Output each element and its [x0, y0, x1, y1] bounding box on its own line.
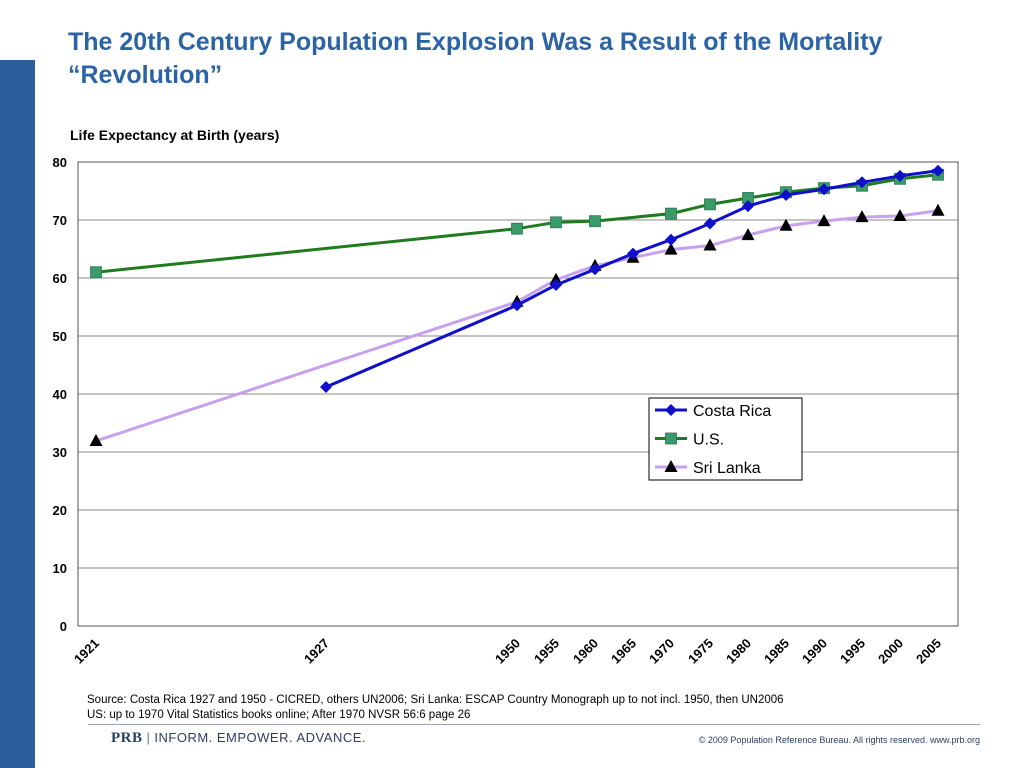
- data-point-costa-rica: [742, 200, 754, 213]
- x-tick-label: 1960: [570, 636, 601, 667]
- plot-area: [77, 161, 959, 627]
- data-point-costa-rica: [818, 183, 830, 196]
- legend-marker-costa-rica: [665, 404, 677, 416]
- y-tick-label: 30: [53, 445, 67, 460]
- y-tick-label: 50: [53, 329, 67, 344]
- data-point-costa-rica: [589, 263, 601, 276]
- data-point-costa-rica: [932, 164, 944, 177]
- slide-title: The 20th Century Population Explosion Wa…: [68, 28, 883, 89]
- data-point-u-s: [665, 207, 677, 220]
- data-point-costa-rica: [550, 278, 562, 291]
- copyright-notice[interactable]: © 2009 Population Reference Bureau. All …: [698, 735, 980, 745]
- data-point-costa-rica: [511, 299, 523, 312]
- series-line-sri-lanka: [95, 209, 939, 443]
- data-point-sri-lanka: [89, 433, 103, 446]
- data-point-u-s: [511, 222, 523, 235]
- x-tick-label: 1975: [685, 636, 716, 667]
- footer-branding: PRB | INFORM. EMPOWER. ADVANCE.: [111, 730, 366, 747]
- data-point-costa-rica: [856, 176, 868, 189]
- data-point-u-s: [550, 216, 562, 229]
- series-line-costa-rica: [325, 169, 939, 389]
- x-tick-label: 1985: [761, 636, 792, 667]
- x-tick-label: 1927: [301, 636, 332, 667]
- y-tick-label: 80: [53, 155, 67, 170]
- legend-marker-u-s: [665, 432, 677, 445]
- prb-logo: PRB: [111, 730, 143, 746]
- data-point-sri-lanka: [817, 214, 831, 227]
- data-point-sri-lanka: [779, 218, 793, 231]
- y-tick-label: 60: [53, 271, 67, 286]
- x-tick-label: 1955: [531, 636, 562, 667]
- side-accent-bar: [0, 60, 35, 768]
- data-point-sri-lanka: [741, 228, 755, 241]
- data-point-costa-rica: [627, 247, 639, 260]
- legend-label-sri-lanka: Sri Lanka: [693, 460, 761, 477]
- footer-tagline: INFORM. EMPOWER. ADVANCE.: [154, 730, 366, 745]
- data-point-costa-rica: [320, 381, 332, 394]
- data-point-costa-rica: [704, 217, 716, 230]
- data-point-sri-lanka: [549, 272, 563, 285]
- x-tick-label: 2000: [875, 636, 906, 667]
- x-tick-label: 1995: [837, 636, 868, 667]
- x-tick-label: 1990: [799, 636, 830, 667]
- life-expectancy-chart: 0 10 20 30 40 50 60 70 80 1921 1927 1950 1955 1960 196…: [53, 155, 959, 667]
- data-point-sri-lanka: [703, 238, 717, 251]
- y-axis-title: Life Expectancy at Birth (years): [70, 127, 280, 143]
- x-tick-label: 1965: [608, 636, 639, 667]
- x-tick-label: 1970: [646, 636, 677, 667]
- footer-separator: |: [146, 730, 151, 745]
- x-tick-label: 1921: [71, 636, 102, 667]
- data-point-sri-lanka: [664, 242, 678, 255]
- data-point-costa-rica: [894, 169, 906, 182]
- y-tick-label: 10: [53, 561, 67, 576]
- x-tick-label: 2005: [913, 636, 944, 667]
- x-tick-label: 1980: [723, 636, 754, 667]
- y-tick-label: 40: [53, 387, 67, 402]
- data-point-sri-lanka: [855, 210, 869, 223]
- y-tick-label: 20: [53, 503, 67, 518]
- data-point-sri-lanka: [893, 208, 907, 221]
- data-point-costa-rica: [780, 189, 792, 202]
- series-line-u-s: [95, 173, 939, 274]
- data-point-costa-rica: [665, 233, 677, 246]
- data-point-u-s: [589, 215, 601, 228]
- source-line-2: US: up to 1970 Vital Statistics books on…: [87, 709, 471, 721]
- legend-label-costa-rica: Costa Rica: [693, 403, 771, 420]
- data-point-u-s: [90, 266, 102, 279]
- data-point-u-s: [704, 198, 716, 211]
- x-tick-label: 1950: [492, 636, 523, 667]
- data-point-sri-lanka: [931, 203, 945, 216]
- source-line-1: Source: Costa Rica 1927 and 1950 - CICRE…: [87, 694, 784, 706]
- legend-marker-sri-lanka: [664, 460, 678, 472]
- footer-divider: [88, 724, 980, 725]
- y-tick-label: 70: [53, 213, 67, 228]
- legend-label-u-s: U.S.: [693, 432, 724, 449]
- source-note: Source: Costa Rica 1927 and 1950 - CICRE…: [87, 693, 784, 723]
- y-tick-label: 0: [60, 619, 67, 634]
